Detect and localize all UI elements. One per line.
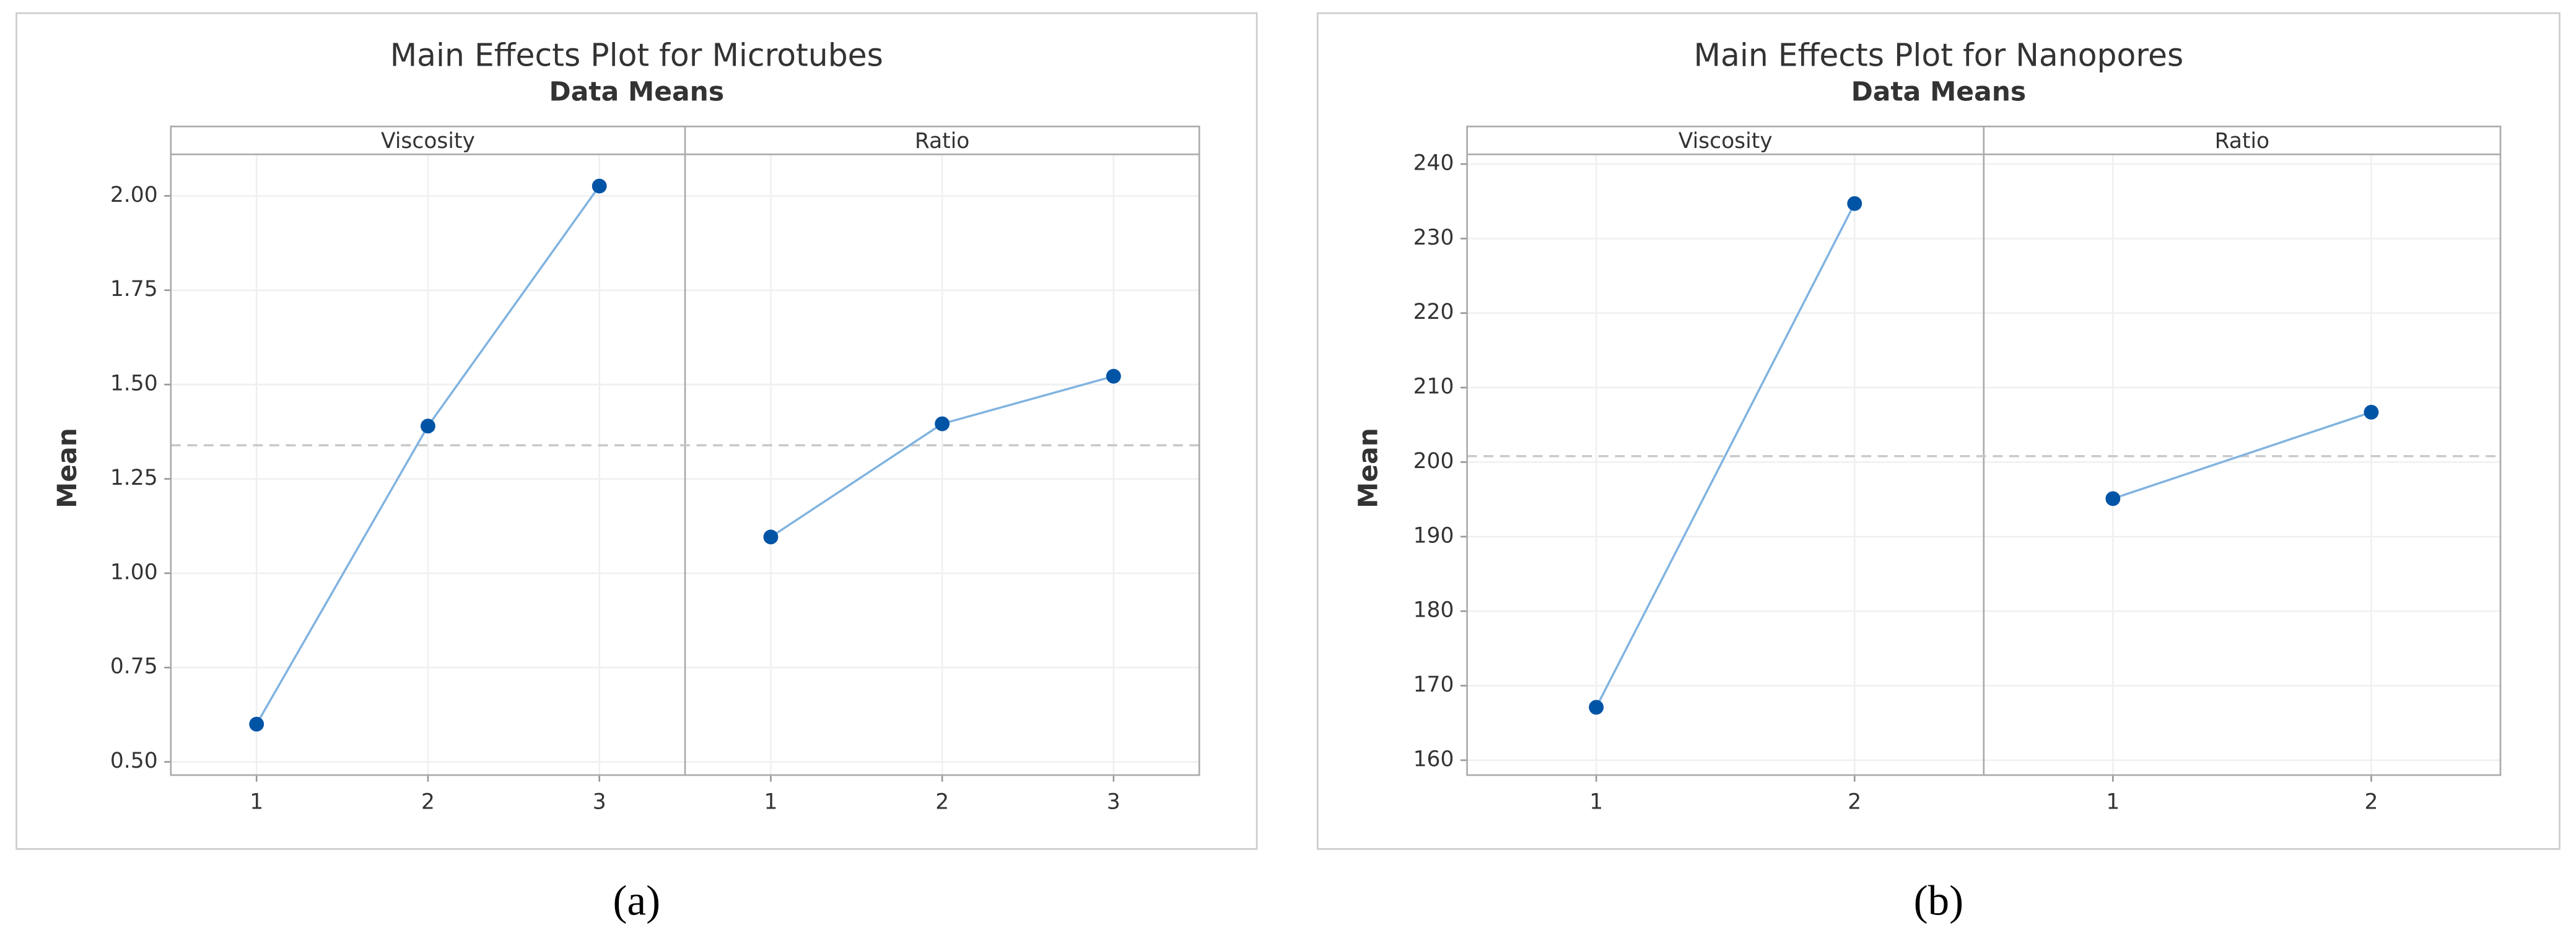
point [2364, 404, 2379, 420]
y-tick-label: 210 [1413, 375, 1454, 399]
y-tick-label: 0.50 [110, 749, 158, 773]
y-axis-label: Mean [1354, 428, 1384, 508]
x-tick-label: 3 [593, 790, 606, 815]
chart-frame [15, 12, 1258, 850]
caption: (b) [1914, 877, 1963, 924]
chart-title: Main Effects Plot for Nanopores [1694, 37, 2184, 73]
point [1106, 368, 1121, 384]
x-tick-label: 2 [2364, 790, 2378, 815]
point [2105, 491, 2121, 506]
x-tick-label: 2 [935, 790, 949, 815]
panel-label: Ratio [2215, 129, 2270, 154]
x-tick-label: 1 [250, 790, 263, 815]
caption: (a) [613, 877, 661, 924]
y-tick-label: 180 [1413, 598, 1454, 623]
panel-label: Viscosity [1679, 129, 1773, 154]
y-tick-label: 1.75 [110, 277, 158, 302]
x-tick-label: 3 [1107, 790, 1120, 815]
y-tick-label: 170 [1413, 672, 1454, 697]
x-tick-label: 1 [764, 790, 777, 815]
y-axis-label: Mean [53, 428, 83, 508]
y-tick-label: 220 [1413, 300, 1454, 324]
y-tick-label: 1.00 [110, 560, 158, 584]
plot-frame [1466, 125, 2502, 776]
x-tick-label: 2 [1848, 790, 1861, 815]
x-tick-label: 1 [1589, 790, 1603, 815]
y-tick-label: 190 [1413, 523, 1454, 548]
y-tick-label: 160 [1413, 747, 1454, 771]
panel-label: Viscosity [381, 129, 475, 154]
y-tick-label: 2.00 [110, 183, 158, 207]
plot-frame [170, 125, 1200, 776]
effect-line [1595, 202, 1856, 708]
y-tick-label: 230 [1413, 225, 1454, 250]
chart-subtitle: Data Means [1851, 77, 2027, 108]
chart-subtitle: Data Means [549, 77, 725, 108]
point [763, 529, 779, 545]
chart-frame [1316, 12, 2561, 850]
x-tick-label: 2 [421, 790, 435, 815]
x-tick-label: 1 [2106, 790, 2120, 815]
point [421, 419, 435, 434]
point [1589, 700, 1604, 715]
y-tick-label: 240 [1413, 150, 1454, 175]
point [592, 178, 607, 194]
panel-label: Ratio [915, 129, 970, 154]
point [935, 416, 950, 432]
point [1847, 196, 1862, 211]
chart-title: Main Effects Plot for Microtubes [390, 37, 883, 73]
effect-line [2112, 411, 2372, 500]
y-tick-label: 1.50 [110, 371, 158, 396]
y-tick-label: 200 [1413, 449, 1454, 474]
point [249, 716, 264, 732]
y-tick-label: 0.75 [110, 654, 158, 679]
y-tick-label: 1.25 [110, 466, 158, 490]
